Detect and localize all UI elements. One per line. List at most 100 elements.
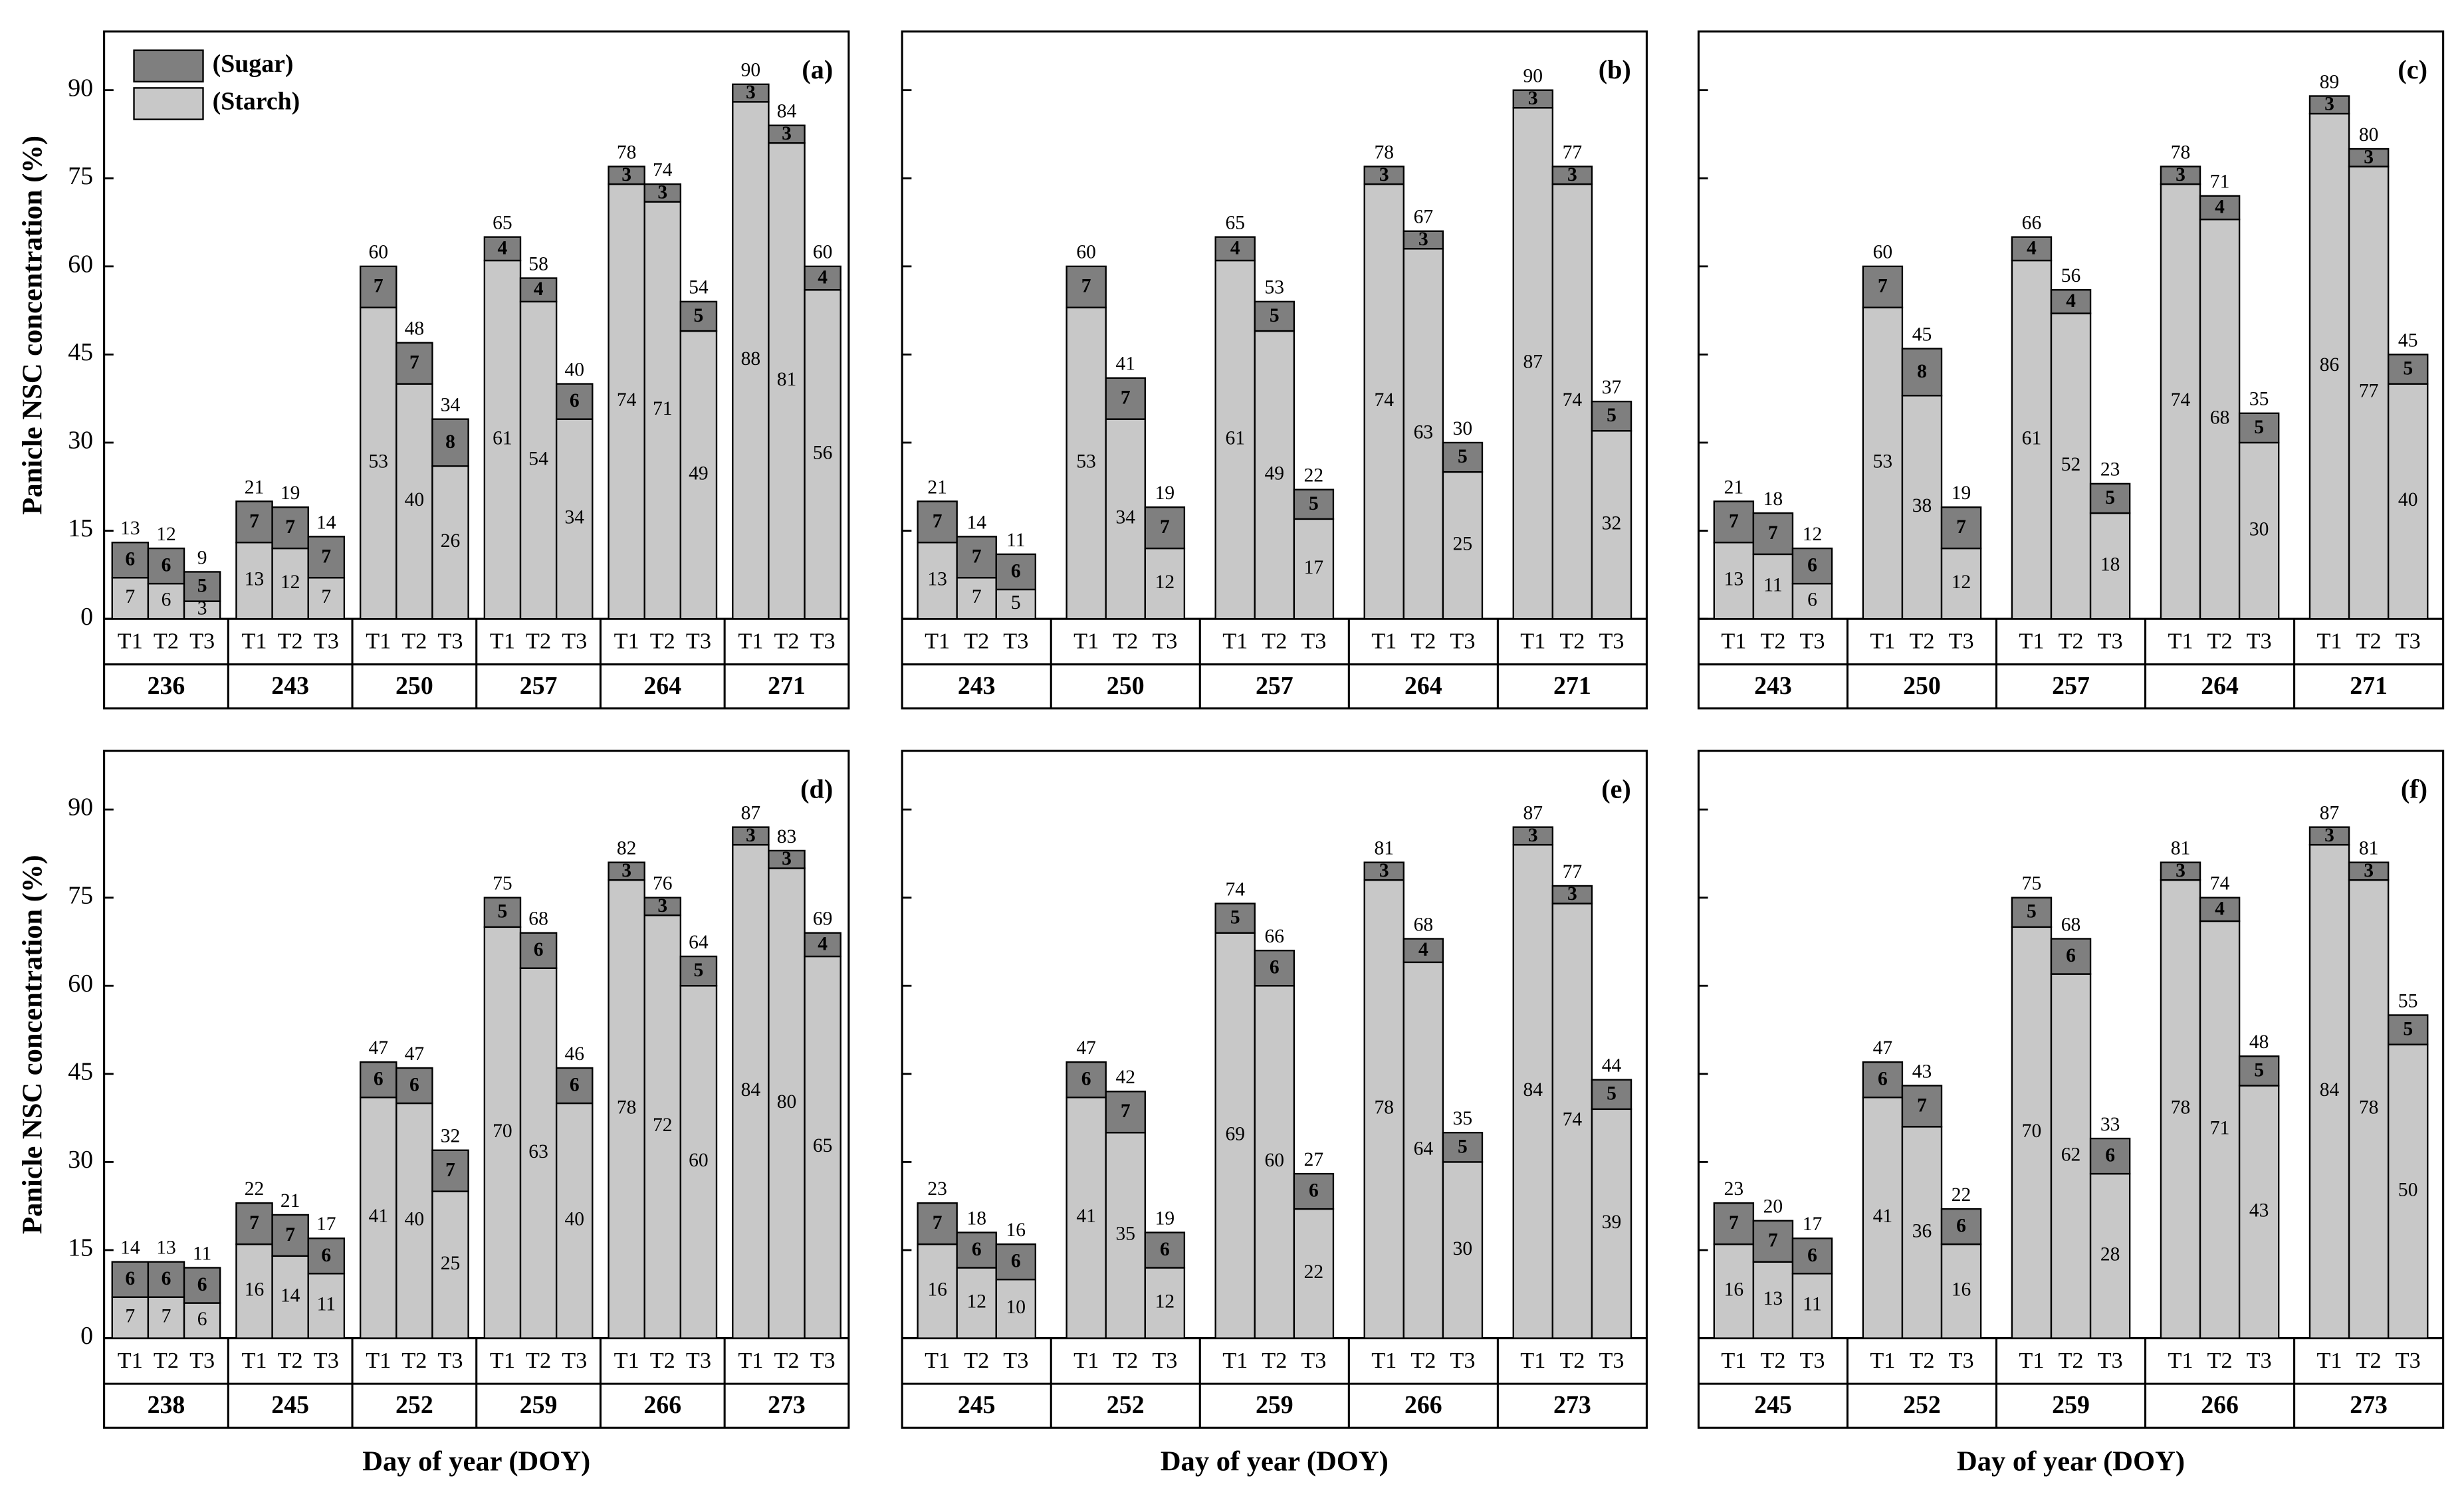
total-label: 12 xyxy=(156,524,176,545)
sugar-label: 5 xyxy=(694,960,704,981)
sugar-bar xyxy=(431,1149,469,1192)
sugar-bar xyxy=(608,861,645,881)
sugar-label: 4 xyxy=(2215,196,2225,217)
x-tick-label: T3 xyxy=(562,629,587,654)
sugar-label: 3 xyxy=(1379,164,1389,185)
total-label: 14 xyxy=(966,512,986,533)
x-tick-label: T2 xyxy=(1559,1348,1585,1373)
starch-label: 10 xyxy=(1006,1297,1026,1318)
sugar-label: 6 xyxy=(2105,1145,2115,1166)
starch-bar xyxy=(359,1096,397,1339)
total-label: 22 xyxy=(245,1178,265,1200)
sugar-label: 5 xyxy=(2403,1018,2413,1039)
starch-label: 34 xyxy=(1115,507,1135,528)
starch-label: 30 xyxy=(1453,1238,1473,1259)
total-label: 65 xyxy=(493,213,512,234)
panel-frame xyxy=(901,30,1648,710)
group-label: 264 xyxy=(2201,672,2239,700)
panel-frame xyxy=(1697,750,2445,1429)
sugar-bar xyxy=(1862,265,1904,308)
x-tick-label: T2 xyxy=(650,629,675,654)
x-tick-label: T2 xyxy=(154,629,179,654)
total-label: 16 xyxy=(1006,1220,1026,1241)
sugar-bar xyxy=(2387,354,2429,385)
sugar-label: 6 xyxy=(125,549,135,570)
starch-bar xyxy=(804,955,841,1339)
starch-label: 77 xyxy=(2359,381,2379,402)
x-tick-label: T2 xyxy=(650,1348,675,1373)
starch-label: 13 xyxy=(1724,568,1744,589)
sugar-label: 3 xyxy=(1528,825,1538,846)
sugar-label: 5 xyxy=(694,305,704,326)
starch-bar xyxy=(2387,383,2429,620)
x-tick-label: T3 xyxy=(1599,1348,1624,1373)
starch-bar xyxy=(1713,542,1755,620)
x-tick-label: T3 xyxy=(189,1348,215,1373)
x-tick-label: T2 xyxy=(401,629,427,654)
group-label: 257 xyxy=(520,672,558,700)
x-tick-label: T2 xyxy=(1760,629,1785,654)
x-tick-label: T3 xyxy=(437,1348,463,1373)
sugar-bar xyxy=(1901,348,1943,397)
total-label: 11 xyxy=(193,1243,211,1264)
total-label: 14 xyxy=(120,1237,140,1259)
x-axis-label: Day of year (DOY) xyxy=(1957,1446,2185,1477)
sugar-label: 6 xyxy=(570,1074,580,1095)
starch-label: 30 xyxy=(2249,518,2269,540)
sugar-label: 7 xyxy=(1121,387,1131,409)
group-label: 266 xyxy=(2201,1391,2239,1419)
total-label: 77 xyxy=(1563,861,1583,883)
x-axis-label: Day of year (DOY) xyxy=(1161,1446,1389,1477)
total-label: 40 xyxy=(564,359,584,380)
group-label: 245 xyxy=(958,1391,996,1419)
panel-title: (f) xyxy=(2401,774,2427,804)
sugar-label: 5 xyxy=(2105,487,2115,508)
sugar-bar xyxy=(2238,1055,2280,1087)
y-tick-label: 90 xyxy=(68,74,93,102)
total-label: 83 xyxy=(777,826,797,847)
starch-bar xyxy=(956,577,997,620)
total-label: 45 xyxy=(1912,324,1932,345)
total-label: 13 xyxy=(156,1237,176,1259)
starch-bar xyxy=(2348,879,2390,1339)
starch-label: 7 xyxy=(125,586,135,607)
sugar-label: 4 xyxy=(818,933,828,954)
sugar-bar xyxy=(1442,441,1484,473)
sugar-label: 3 xyxy=(1418,229,1428,250)
total-label: 78 xyxy=(617,142,637,163)
total-label: 34 xyxy=(441,395,461,416)
total-label: 87 xyxy=(2320,802,2340,823)
sugar-bar xyxy=(1144,506,1186,550)
sugar-label: 8 xyxy=(445,431,455,453)
total-label: 21 xyxy=(245,477,265,498)
x-tick-label: T1 xyxy=(614,1348,639,1373)
sugar-bar xyxy=(1402,230,1444,250)
sugar-bar xyxy=(2199,195,2241,221)
total-label: 33 xyxy=(2100,1114,2120,1135)
sugar-label: 3 xyxy=(746,825,756,846)
sugar-label: 5 xyxy=(1607,1083,1617,1105)
total-label: 84 xyxy=(777,101,797,122)
starch-label: 22 xyxy=(1304,1261,1324,1283)
sugar-label: 7 xyxy=(933,510,943,532)
starch-label: 41 xyxy=(1873,1206,1893,1227)
starch-bar xyxy=(768,142,806,620)
starch-label: 63 xyxy=(528,1141,548,1162)
x-tick-label: T1 xyxy=(1721,1348,1746,1373)
sugar-bar xyxy=(1713,500,1755,544)
group-label: 271 xyxy=(1553,672,1591,700)
x-tick-label: T1 xyxy=(366,1348,391,1373)
starch-bar xyxy=(608,879,645,1339)
starch-bar xyxy=(111,577,150,620)
x-tick-label: T3 xyxy=(1003,1348,1028,1373)
starch-bar xyxy=(917,1243,958,1339)
starch-bar xyxy=(1254,330,1295,620)
x-tick-label: T3 xyxy=(810,1348,836,1373)
x-tick-label: T1 xyxy=(1222,1348,1248,1373)
starch-label: 56 xyxy=(813,442,833,463)
sugar-bar xyxy=(235,500,273,544)
sugar-bar xyxy=(2160,861,2201,881)
x-tick-label: T3 xyxy=(810,629,836,654)
sugar-label: 6 xyxy=(321,1245,331,1266)
x-tick-label: T1 xyxy=(2168,629,2193,654)
